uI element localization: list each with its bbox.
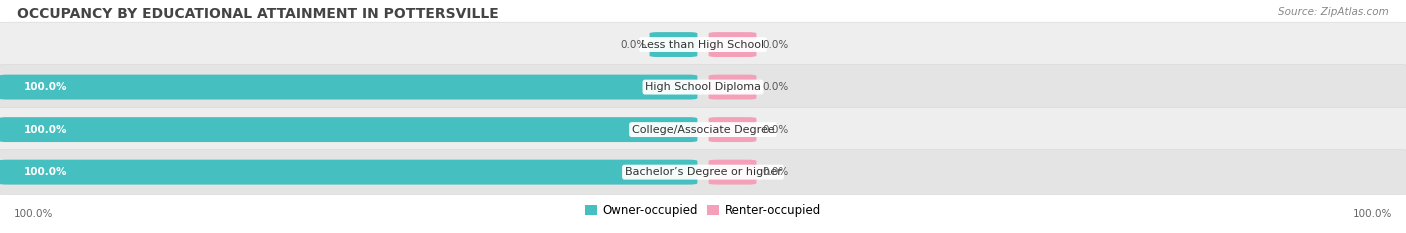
Text: 0.0%: 0.0% (762, 125, 789, 135)
FancyBboxPatch shape (0, 107, 1406, 152)
FancyBboxPatch shape (0, 75, 697, 99)
FancyBboxPatch shape (0, 22, 1406, 67)
FancyBboxPatch shape (0, 117, 697, 142)
Text: 100.0%: 100.0% (24, 125, 67, 135)
FancyBboxPatch shape (0, 65, 1406, 110)
FancyBboxPatch shape (709, 75, 756, 99)
Text: 0.0%: 0.0% (762, 40, 789, 50)
Text: 0.0%: 0.0% (762, 167, 789, 177)
Text: 100.0%: 100.0% (24, 167, 67, 177)
FancyBboxPatch shape (709, 32, 756, 57)
Text: 0.0%: 0.0% (762, 82, 789, 92)
Text: OCCUPANCY BY EDUCATIONAL ATTAINMENT IN POTTERSVILLE: OCCUPANCY BY EDUCATIONAL ATTAINMENT IN P… (17, 7, 499, 21)
FancyBboxPatch shape (709, 160, 756, 185)
Text: College/Associate Degree: College/Associate Degree (631, 125, 775, 135)
Text: 100.0%: 100.0% (1353, 209, 1392, 219)
Text: 100.0%: 100.0% (24, 82, 67, 92)
Text: Less than High School: Less than High School (641, 40, 765, 50)
Legend: Owner-occupied, Renter-occupied: Owner-occupied, Renter-occupied (585, 204, 821, 217)
FancyBboxPatch shape (650, 32, 697, 57)
Text: High School Diploma: High School Diploma (645, 82, 761, 92)
Text: 0.0%: 0.0% (620, 40, 647, 50)
FancyBboxPatch shape (0, 160, 697, 185)
FancyBboxPatch shape (0, 150, 1406, 195)
Text: 100.0%: 100.0% (14, 209, 53, 219)
FancyBboxPatch shape (709, 117, 756, 142)
Text: Source: ZipAtlas.com: Source: ZipAtlas.com (1278, 7, 1389, 17)
Text: Bachelor’s Degree or higher: Bachelor’s Degree or higher (624, 167, 782, 177)
